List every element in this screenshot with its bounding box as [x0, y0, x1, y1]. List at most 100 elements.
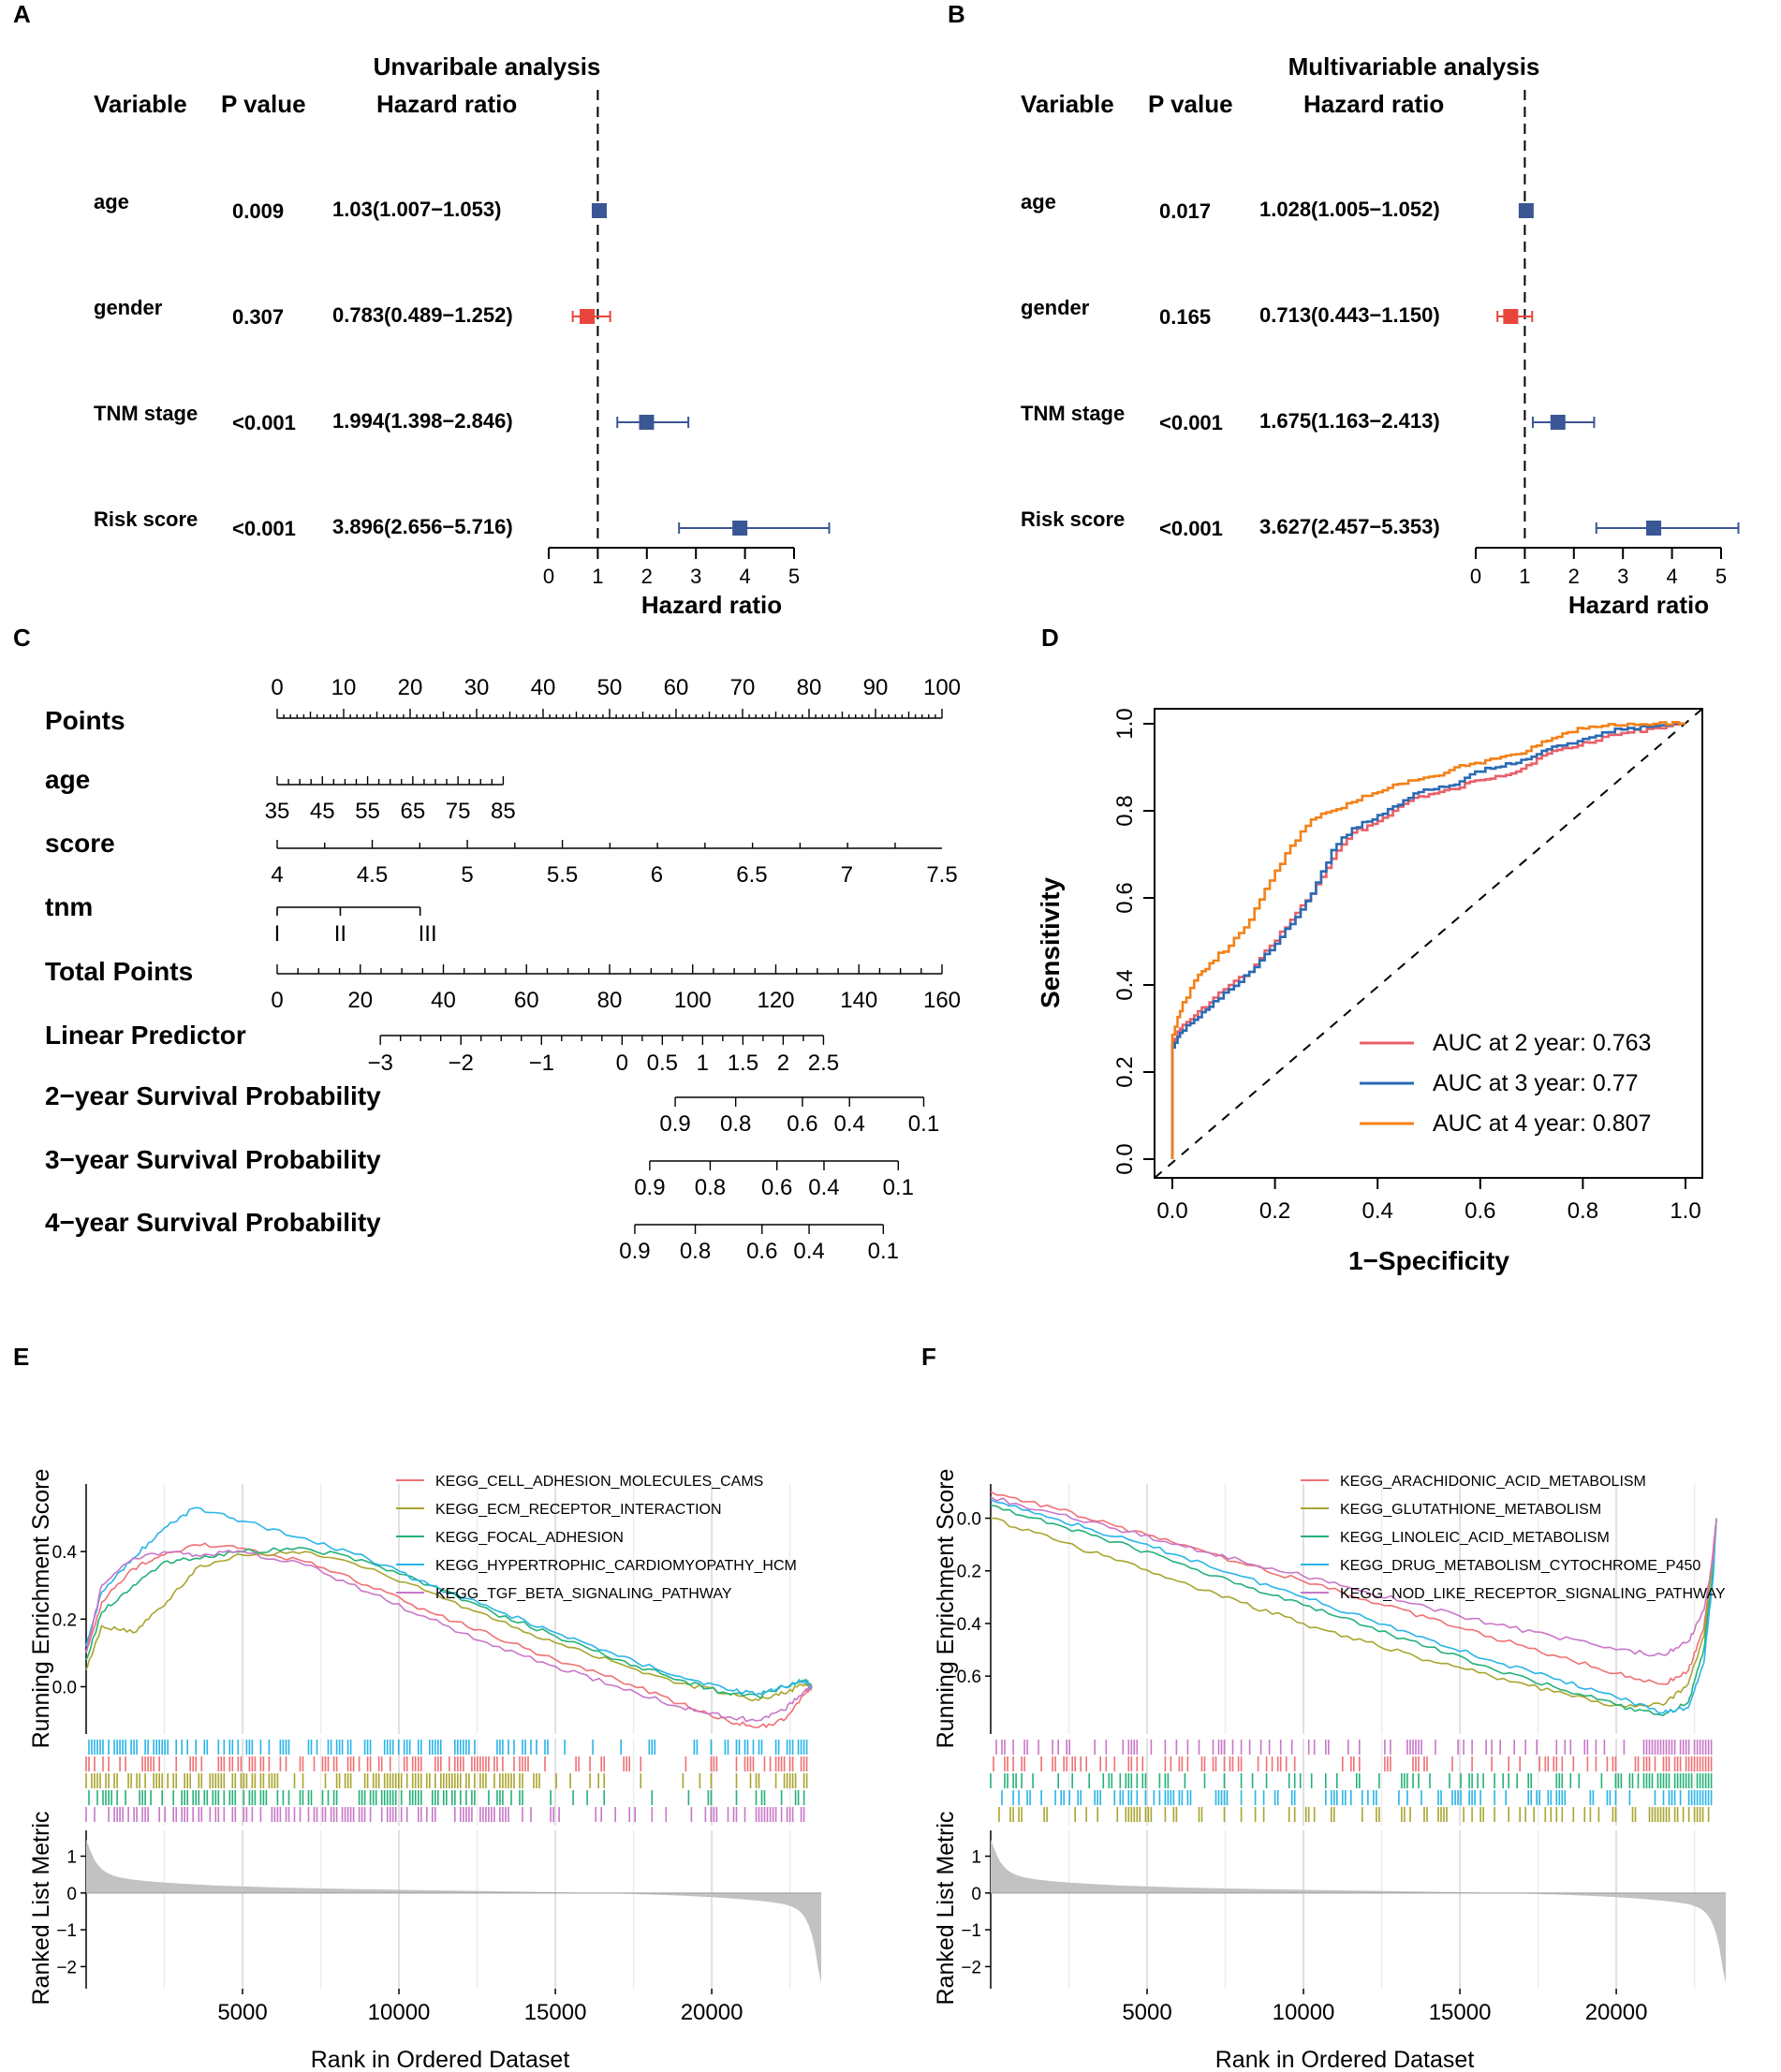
points-tick-label: 20 — [398, 675, 423, 700]
variable-tick-label: 6 — [651, 862, 663, 888]
panel-label-d: D — [1041, 624, 1059, 652]
x-axis-label: Hazard ratio — [641, 591, 782, 619]
legend-label: KEGG_FOCAL_ADHESION — [435, 1530, 624, 1546]
gene-hit-ticks — [993, 1756, 1713, 1771]
total-points-tick-label: 120 — [757, 988, 794, 1013]
x-tick-label: 4 — [739, 565, 750, 588]
linear-predictor-tick-label: −1 — [529, 1051, 554, 1076]
forest-row-p-value: 0.307 — [232, 305, 284, 329]
forest-title: Multivariable analysis — [1288, 52, 1540, 81]
gene-hit-ticks — [995, 1740, 1713, 1755]
x-axis-label: Rank in Ordered Dataset — [311, 2047, 570, 2072]
legend-label: KEGG_TGF_BETA_SIGNALING_PATHWAY — [435, 1586, 732, 1602]
linear-predictor-tick-label: 2.5 — [808, 1051, 839, 1076]
nomogram-row-name: score — [45, 829, 115, 858]
forest-row-hr-text: 1.994(1.398−2.846) — [332, 409, 513, 433]
panel-f-gsea: 0.0 −0.2 −0.4 −0.6 KEGG_ARACHIDONIC_ACID_MET… — [933, 1469, 1726, 2072]
variable-tick-label: 35 — [265, 799, 290, 824]
linear-predictor-tick-label: −2 — [449, 1051, 474, 1076]
nomogram-row-name: Points — [45, 706, 125, 735]
x-tick-label: 10000 — [1273, 2000, 1335, 2025]
gene-hit-ticks — [998, 1807, 1710, 1822]
x-tick-label: 2 — [641, 565, 653, 588]
total-points-tick-label: 140 — [840, 988, 877, 1013]
x-tick-label: 1 — [1519, 565, 1530, 588]
rank-y-axis-label: Ranked List Metric — [933, 1811, 959, 2005]
survival-tick-label: 0.1 — [883, 1175, 914, 1200]
forest-row-variable: TNM stage — [1021, 402, 1125, 425]
y-tick-label: 0.8 — [1112, 795, 1138, 826]
nomogram-row-name: 3−year Survival Probability — [45, 1145, 381, 1174]
hr-point — [732, 521, 748, 536]
forest-row-p-value: <0.001 — [1159, 517, 1223, 540]
nomogram-row-name: 2−year Survival Probability — [45, 1081, 381, 1110]
variable-tick-label: 55 — [355, 799, 380, 824]
es-y-axis-label: Running Enrichment Score — [28, 1469, 54, 1749]
x-tick-label: 0.6 — [1465, 1198, 1495, 1224]
nomogram-row-name: Total Points — [45, 957, 193, 986]
legend-label: KEGG_GLUTATHIONE_METABOLISM — [1340, 1502, 1601, 1518]
forest-row-hr-text: 0.713(0.443−1.150) — [1259, 303, 1440, 327]
points-tick-label: 60 — [664, 675, 689, 700]
variable-tick-label: 5.5 — [547, 862, 578, 888]
forest-row-hr-text: 1.028(1.005−1.052) — [1259, 198, 1440, 221]
total-points-tick-label: 40 — [431, 988, 456, 1013]
hr-point — [580, 309, 596, 324]
legend-label: KEGG_CELL_ADHESION_MOLECULES_CAMS — [435, 1474, 763, 1490]
x-tick-label: 20000 — [1585, 2000, 1648, 2025]
x-tick-label: 5000 — [1122, 2000, 1171, 2025]
survival-tick-label: 0.1 — [868, 1239, 899, 1264]
hr-point — [1550, 415, 1566, 430]
rank-y-tick-label: 1 — [971, 1848, 981, 1868]
roc-series-line — [1170, 721, 1685, 1159]
legend-label: AUC at 4 year: 0.807 — [1433, 1110, 1651, 1137]
gene-hit-ticks — [990, 1773, 1713, 1788]
es-y-tick-label: 0.2 — [52, 1610, 77, 1630]
total-points-tick-label: 100 — [674, 988, 712, 1013]
forest-row-hr-text: 0.783(0.489−1.252) — [332, 303, 513, 327]
es-y-tick-label: −0.6 — [946, 1668, 981, 1687]
points-tick-label: 80 — [797, 675, 822, 700]
gene-hit-ticks — [85, 1756, 808, 1771]
panel-label-b: B — [948, 0, 965, 28]
x-tick-label: 0.0 — [1156, 1198, 1187, 1224]
x-axis-label: Rank in Ordered Dataset — [1215, 2047, 1475, 2072]
tnm-tick-label: II — [334, 921, 346, 947]
survival-tick-label: 0.4 — [808, 1175, 839, 1200]
plot-frame — [1154, 708, 1703, 1179]
forest-row-p-value: 0.017 — [1159, 199, 1211, 223]
forest-row-hr-text: 3.896(2.656−5.716) — [332, 515, 513, 538]
forest-row-p-value: 0.009 — [232, 199, 284, 223]
survival-tick-label: 0.4 — [834, 1111, 865, 1137]
linear-predictor-tick-label: 1.5 — [728, 1051, 758, 1076]
variable-tick-label: 4.5 — [357, 862, 388, 888]
survival-tick-label: 0.6 — [761, 1175, 792, 1200]
nomogram-row-name: 4−year Survival Probability — [45, 1208, 381, 1237]
gene-hit-ticks — [85, 1807, 805, 1822]
roc-series-line — [1170, 722, 1685, 1159]
points-tick-label: 90 — [863, 675, 889, 700]
x-tick-label: 20000 — [681, 2000, 743, 2025]
linear-predictor-tick-label: 2 — [777, 1051, 789, 1076]
x-tick-label: 0 — [1470, 565, 1481, 588]
es-series-line — [85, 1546, 813, 1699]
rank-y-tick-label: 1 — [66, 1848, 77, 1868]
es-y-tick-label: 0.4 — [52, 1543, 78, 1563]
es-series-line — [85, 1550, 813, 1723]
forest-row-hr-text: 3.627(2.457−5.353) — [1259, 515, 1440, 538]
forest-row-p-value: <0.001 — [232, 517, 296, 540]
x-tick-label: 5 — [1715, 565, 1727, 588]
forest-title: Unvaribale analysis — [374, 52, 601, 81]
y-tick-label: 0.0 — [1112, 1143, 1138, 1174]
diagonal-reference — [1154, 708, 1703, 1179]
column-header-hazard-ratio: Hazard ratio — [376, 90, 517, 118]
column-header-p-value: P value — [221, 90, 306, 118]
gene-hit-ticks — [88, 1740, 808, 1755]
panel-b-forest-multivariable: Multivariable analysis Variable P value Haz… — [1021, 52, 1740, 619]
survival-tick-label: 0.6 — [787, 1111, 817, 1137]
panel-label-a: A — [13, 0, 31, 28]
variable-tick-label: 4 — [271, 862, 283, 888]
x-tick-label: 15000 — [1429, 2000, 1492, 2025]
survival-tick-label: 0.8 — [720, 1111, 751, 1137]
es-series-line — [990, 1517, 1717, 1709]
